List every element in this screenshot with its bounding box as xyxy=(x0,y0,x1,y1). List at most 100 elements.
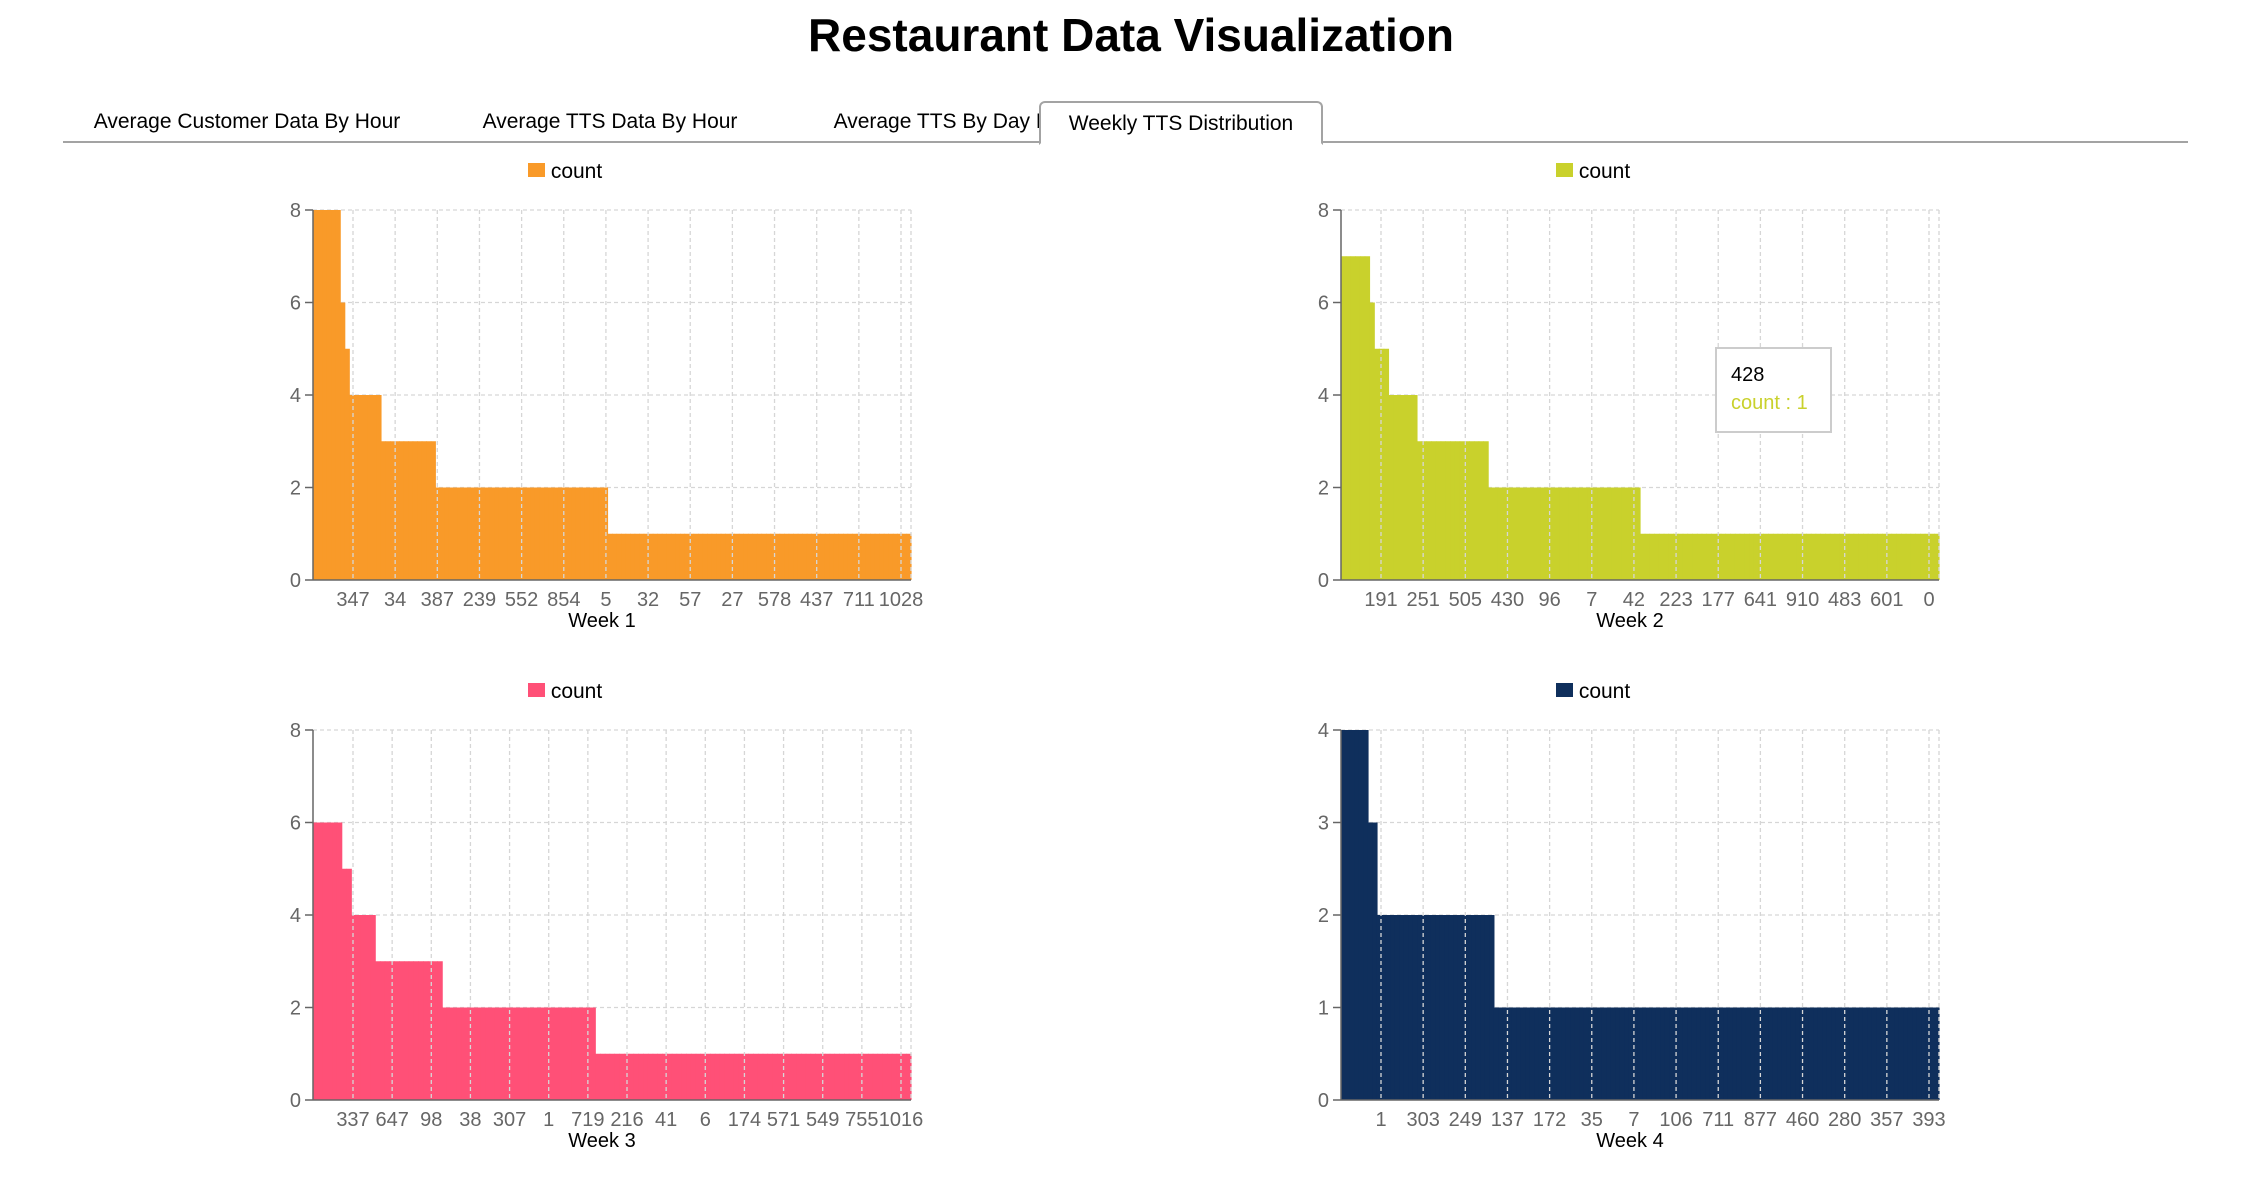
bar xyxy=(1930,1007,1936,1100)
tab-average-tts-data-by-hour[interactable]: Average TTS Data By Hour xyxy=(433,101,787,143)
bar xyxy=(376,395,382,580)
bar xyxy=(322,822,328,1100)
bar xyxy=(1696,533,1703,580)
x-tick-label: 6 xyxy=(700,1109,711,1131)
bar xyxy=(1664,1007,1670,1100)
bar xyxy=(1916,1007,1922,1100)
bar xyxy=(906,533,912,580)
bar xyxy=(1844,533,1850,580)
x-tick-label: 430 xyxy=(1491,589,1524,611)
bar xyxy=(379,961,386,1100)
bar xyxy=(489,487,495,580)
bar xyxy=(1431,441,1437,580)
bar xyxy=(775,533,781,580)
bar xyxy=(1549,487,1556,580)
bar xyxy=(1358,730,1365,1100)
bar xyxy=(1403,915,1410,1100)
x-tick-label: 601 xyxy=(1870,589,1903,611)
bar xyxy=(1795,1007,1801,1100)
x-tick-label: 549 xyxy=(806,1109,839,1131)
bar xyxy=(1606,1007,1612,1100)
tab-weekly-tts-distribution[interactable]: Weekly TTS Distribution xyxy=(1039,101,1323,145)
page: Restaurant Data Visualization Average Cu… xyxy=(63,9,2188,1152)
bar xyxy=(1354,730,1360,1100)
bar xyxy=(461,1007,467,1100)
legend-count[interactable]: count xyxy=(1283,158,1903,186)
bar xyxy=(702,533,708,580)
bar xyxy=(1753,533,1760,580)
bar xyxy=(516,487,522,580)
bar xyxy=(693,533,699,580)
tab-average-customer-data-by-hour[interactable]: Average Customer Data By Hour xyxy=(63,101,431,143)
bar xyxy=(317,210,323,580)
bar xyxy=(897,533,903,580)
bar xyxy=(806,533,812,580)
x-tick-label: 41 xyxy=(655,1109,677,1131)
bar xyxy=(1682,533,1689,580)
bar xyxy=(1640,533,1646,580)
bar xyxy=(1526,487,1532,580)
bar xyxy=(418,961,424,1100)
bar xyxy=(1564,487,1570,580)
legend-count[interactable]: count xyxy=(255,158,875,186)
bar xyxy=(1848,533,1855,580)
bar xyxy=(539,487,545,580)
bar xyxy=(1687,533,1693,580)
bar xyxy=(743,1053,749,1100)
bar xyxy=(1741,1007,1747,1100)
legend-count[interactable]: count xyxy=(1283,678,1903,706)
bar xyxy=(657,533,663,580)
bar xyxy=(634,533,640,580)
x-tick-label: 1016 xyxy=(879,1109,924,1131)
tab-average-tts-by-day-part[interactable]: Average TTS By Day Part xyxy=(789,101,1119,143)
bar xyxy=(1466,915,1472,1100)
bar xyxy=(1475,915,1481,1100)
bar xyxy=(485,1007,491,1100)
bar xyxy=(1872,533,1878,580)
bar xyxy=(1891,533,1897,580)
bar xyxy=(427,961,434,1100)
bar xyxy=(385,441,391,580)
bar xyxy=(1430,915,1437,1100)
bar xyxy=(590,1007,596,1100)
x-tick-label: 223 xyxy=(1659,589,1692,611)
bar xyxy=(1858,533,1864,580)
bar xyxy=(332,822,338,1100)
x-tick-label: 216 xyxy=(610,1109,643,1131)
bar xyxy=(313,210,319,580)
bar xyxy=(638,1053,644,1100)
bar xyxy=(619,1053,625,1100)
legend-label: count xyxy=(1578,680,1631,703)
bar xyxy=(1725,533,1731,580)
bar xyxy=(796,1053,802,1100)
bar xyxy=(1791,533,1798,580)
bar xyxy=(892,533,899,580)
bar xyxy=(1806,533,1812,580)
bar xyxy=(657,1053,663,1100)
week-3-chart: count 0 2 4 6 8 337 647 98 38 307 1 719 216 41 6 174 571… xyxy=(255,678,923,1178)
bar xyxy=(1781,1007,1787,1100)
bar xyxy=(1898,1007,1904,1100)
bar xyxy=(1885,1007,1891,1100)
bar xyxy=(375,961,381,1100)
bar xyxy=(1376,915,1383,1100)
bar xyxy=(820,533,826,580)
x-tick-label: 7 xyxy=(1586,589,1597,611)
bar xyxy=(1493,1007,1499,1100)
legend-count[interactable]: count xyxy=(255,678,875,706)
bar xyxy=(621,533,627,580)
bar xyxy=(1483,441,1489,580)
bar xyxy=(1457,915,1463,1100)
bar xyxy=(700,1053,706,1100)
bar xyxy=(1925,1007,1931,1100)
bar xyxy=(494,1007,501,1100)
bar xyxy=(684,533,690,580)
bar xyxy=(1484,915,1490,1100)
bar xyxy=(1772,533,1779,580)
bar xyxy=(1408,915,1414,1100)
bar xyxy=(575,487,581,580)
bar xyxy=(797,533,803,580)
bar xyxy=(593,487,600,580)
bar xyxy=(313,822,319,1100)
bar xyxy=(671,1053,678,1100)
